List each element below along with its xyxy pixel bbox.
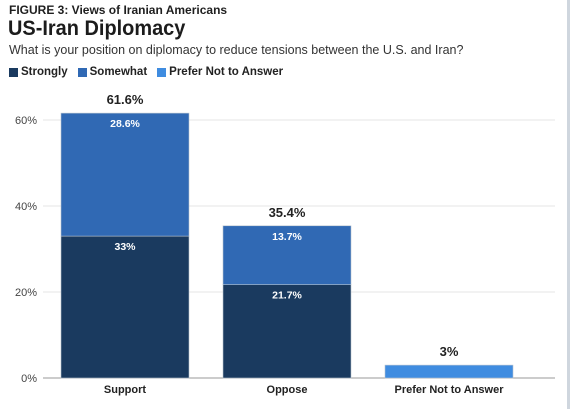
bar-segment xyxy=(222,284,352,379)
x-tick-label: Oppose xyxy=(267,384,308,396)
legend-label-strongly: Strongly xyxy=(21,66,68,78)
legend-label-somewhat: Somewhat xyxy=(89,66,148,78)
x-tick-label: Support xyxy=(104,384,146,396)
bar-segment xyxy=(384,364,514,379)
chart-title: US-Iran Diplomacy xyxy=(8,17,186,40)
y-tick-label: 60% xyxy=(15,115,37,127)
page-edge xyxy=(567,0,570,409)
total-label: 3% xyxy=(440,344,459,359)
x-tick-label: Prefer Not to Answer xyxy=(394,384,504,396)
bar-segment xyxy=(60,235,190,379)
data-label: 33% xyxy=(114,241,136,253)
data-label: 21.7% xyxy=(272,290,302,302)
total-label: 35.4% xyxy=(269,205,306,220)
y-tick-label: 20% xyxy=(15,287,37,299)
bar-segment xyxy=(60,112,190,237)
legend-item-strongly: Strongly xyxy=(9,66,68,78)
data-label: 28.6% xyxy=(110,118,140,130)
legend-swatch-prefer-not xyxy=(157,67,167,77)
data-label: 13.7% xyxy=(272,231,302,243)
total-label: 61.6% xyxy=(107,92,144,107)
legend-item-prefer-not: Prefer Not to Answer xyxy=(157,66,283,78)
legend: Strongly Somewhat Prefer Not to Answer xyxy=(9,66,283,78)
chart-subtitle: What is your position on diplomacy to re… xyxy=(9,43,464,57)
legend-swatch-somewhat xyxy=(77,67,87,77)
legend-label-prefer-not: Prefer Not to Answer xyxy=(169,66,284,78)
figure-label: FIGURE 3: Views of Iranian Americans xyxy=(9,3,228,17)
legend-item-somewhat: Somewhat xyxy=(77,66,148,78)
y-tick-label: 0% xyxy=(21,373,37,385)
legend-swatch-strongly xyxy=(9,67,18,77)
y-tick-label: 40% xyxy=(15,201,37,213)
bar-segment xyxy=(222,225,352,285)
